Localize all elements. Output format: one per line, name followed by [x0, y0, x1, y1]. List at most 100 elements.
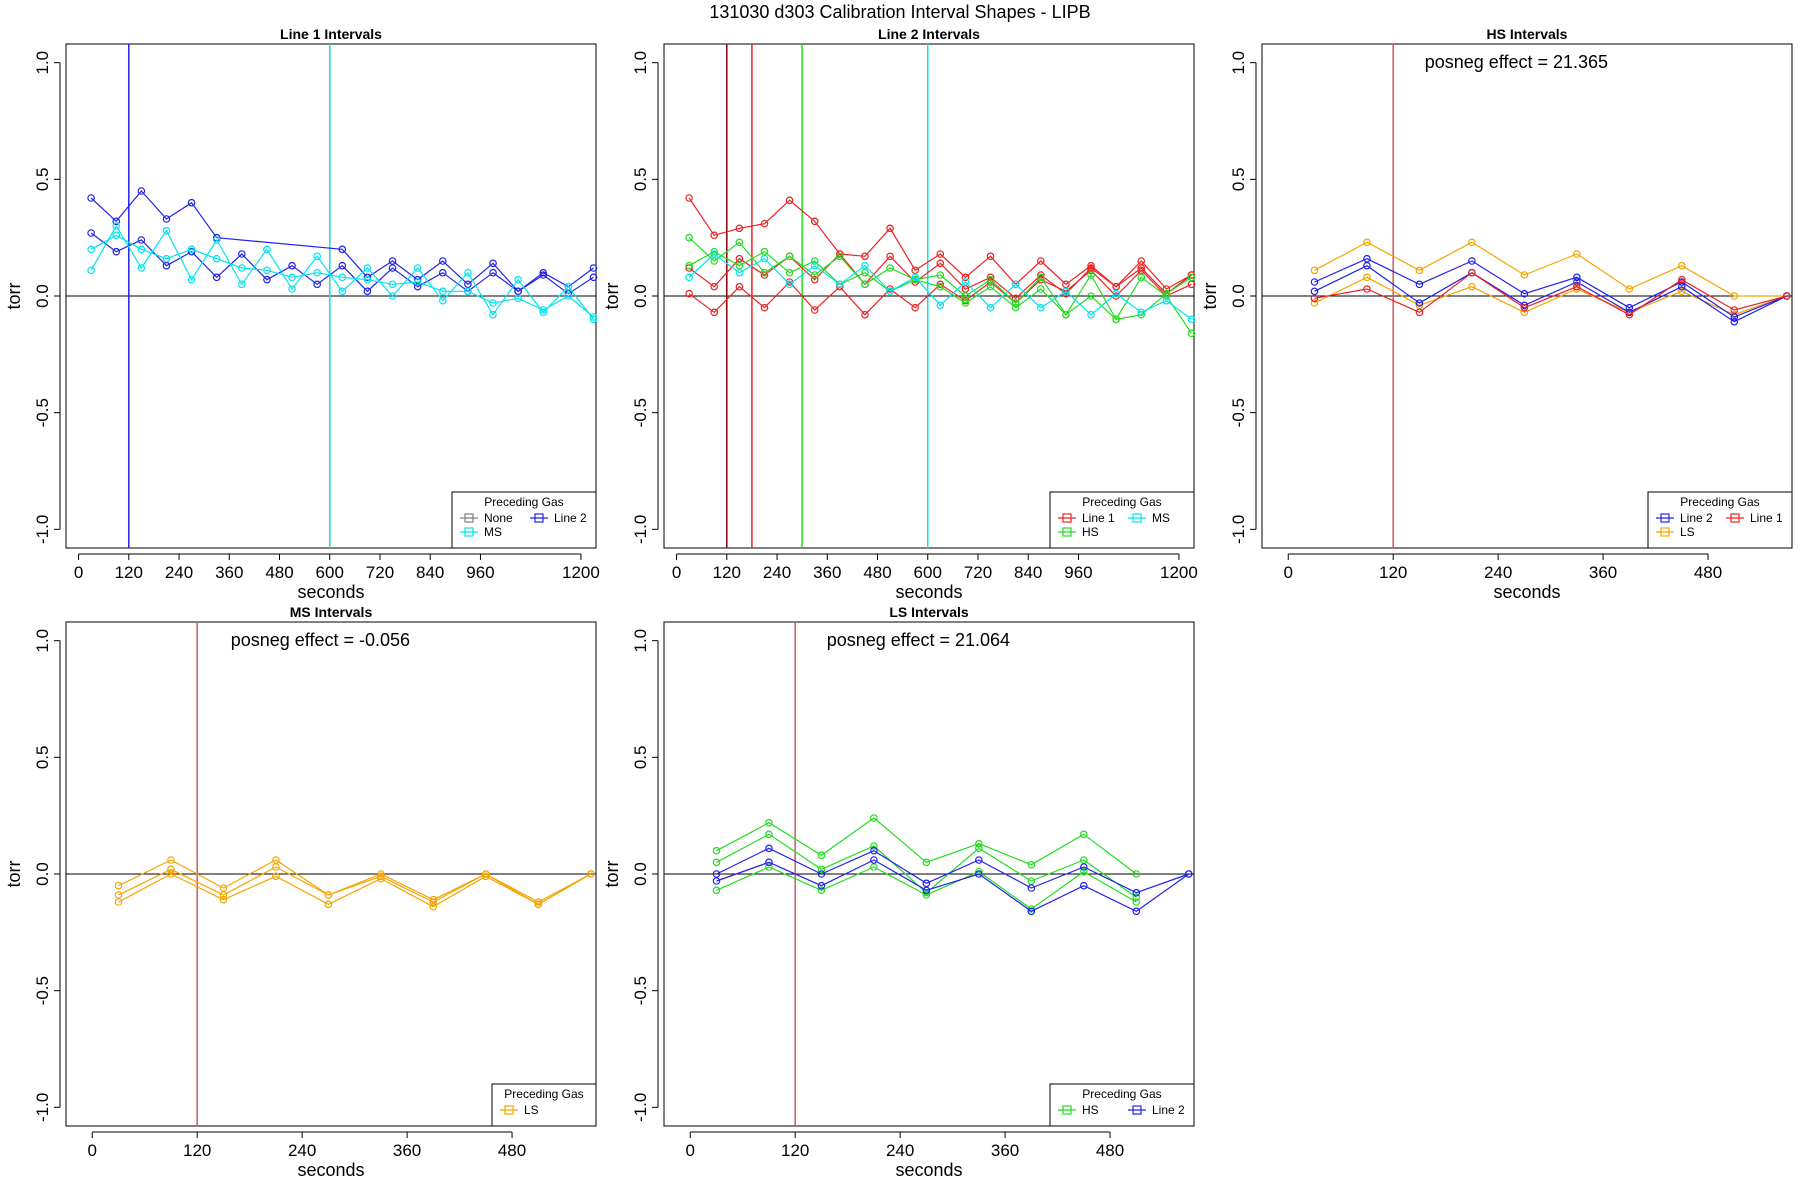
data-point: [936, 282, 945, 291]
data-point: [539, 306, 548, 314]
data-point: [586, 870, 595, 878]
y-tick-label: 0.0: [33, 284, 52, 308]
data-point: [482, 870, 490, 878]
series-line: [1314, 241, 1787, 297]
data-point: [712, 846, 721, 855]
panel-hs-intervals: HS Intervals 0 120 240 360 480 seconds -1.0 -0.5…: [1200, 26, 1793, 602]
data-point: [922, 891, 931, 899]
data-point: [87, 194, 95, 202]
legend-box: [1049, 1083, 1195, 1127]
data-point: [1062, 287, 1070, 296]
data-point: [765, 858, 773, 867]
data-point: [1310, 266, 1319, 275]
data-point: [514, 294, 522, 303]
x-tick-label: 720: [366, 563, 394, 582]
legend-entry-line-1: Line 1: [1058, 511, 1115, 525]
data-point: [313, 280, 321, 289]
panel-title: Line 1 Intervals: [280, 26, 382, 42]
data-point: [1625, 285, 1634, 293]
data-point: [1027, 860, 1036, 869]
data-point: [212, 273, 221, 282]
data-point: [1011, 294, 1020, 303]
data-point: [313, 268, 321, 277]
data-point: [817, 881, 826, 890]
data-point: [272, 872, 280, 881]
x-tick-label: 360: [991, 1141, 1019, 1160]
data-point: [1036, 273, 1045, 282]
legend: Preceding Gas None Line 2 MS: [451, 491, 597, 549]
data-point: [338, 261, 347, 270]
legend-swatch-marker: [1062, 513, 1072, 523]
data-point: [685, 273, 693, 282]
data-point: [1363, 261, 1371, 270]
x-tick-label: 240: [763, 563, 791, 582]
series-line: [90, 224, 594, 320]
y-axis-title: torr: [4, 860, 24, 887]
data-point: [1625, 310, 1634, 319]
posneg-annotation: posneg effect = -0.056: [231, 630, 410, 650]
data-point: [986, 275, 995, 284]
data-point: [986, 282, 995, 291]
data-point: [1187, 329, 1196, 338]
data-point: [836, 280, 844, 289]
legend-entry-hs: HS: [1058, 525, 1099, 539]
data-point: [539, 308, 548, 317]
data-point: [1132, 898, 1141, 906]
series-line-2: [1310, 261, 1791, 326]
legend-entry-none: None: [460, 511, 513, 525]
legend-entry-ms: MS: [1128, 511, 1170, 525]
data-point: [1087, 292, 1095, 300]
x-tick-label: 0: [74, 563, 83, 582]
data-point: [1162, 285, 1171, 293]
data-point: [861, 280, 869, 289]
data-point: [1162, 296, 1171, 305]
y-tick-label: 0.5: [631, 746, 650, 770]
legend-entry-line-2: Line 2: [1128, 1103, 1185, 1117]
data-point: [1036, 285, 1045, 293]
data-point: [886, 287, 894, 296]
data-point: [1036, 303, 1045, 312]
legend-entry-line-2: Line 2: [530, 511, 587, 525]
data-point: [936, 259, 945, 268]
series-ls: [114, 870, 595, 911]
data-point: [238, 264, 246, 272]
data-point: [589, 273, 598, 282]
x-tick-label: 720: [964, 563, 992, 582]
x-tick-label: 360: [813, 563, 841, 582]
x-tick-label: 120: [781, 1141, 809, 1160]
data-point: [338, 287, 347, 296]
data-point: [760, 303, 769, 312]
data-point: [388, 264, 397, 272]
data-point: [1310, 299, 1319, 307]
panel-line-2-intervals: Line 2 Intervals 0 120 240 360 480 600 720 840 96…: [602, 26, 1198, 602]
data-point: [377, 874, 385, 883]
x-tick-label: 360: [1589, 563, 1617, 582]
data-point: [489, 259, 497, 268]
data-point: [1112, 315, 1120, 324]
legend-title: Preceding Gas: [1680, 495, 1759, 509]
series-line: [90, 234, 594, 318]
data-point: [1162, 289, 1171, 298]
legend-entry-line-2: Line 2: [1656, 511, 1713, 525]
data-point: [324, 900, 333, 909]
legend: Preceding Gas Line 2 Line 1 LS: [1647, 491, 1793, 549]
data-point: [760, 254, 769, 263]
legend-entry-ls: LS: [1656, 525, 1695, 539]
series-line-1: [685, 250, 1196, 303]
data-point: [87, 229, 95, 237]
data-point: [1363, 238, 1371, 247]
series-line-1: [685, 194, 1196, 293]
y-tick-label: -0.5: [631, 976, 650, 1005]
data-point: [167, 856, 175, 864]
data-point: [137, 187, 146, 195]
legend-label: Line 2: [1152, 1103, 1185, 1117]
data-point: [936, 280, 945, 289]
data-point: [1132, 893, 1141, 902]
panel-title: HS Intervals: [1487, 26, 1568, 42]
x-tick-label: 120: [713, 563, 741, 582]
data-point: [388, 280, 397, 289]
series-hs: [712, 814, 1141, 878]
data-point: [986, 252, 995, 261]
figure-title: 131030 d303 Calibration Interval Shapes …: [709, 2, 1090, 22]
